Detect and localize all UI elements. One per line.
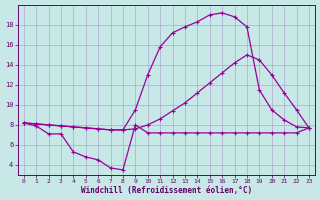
X-axis label: Windchill (Refroidissement éolien,°C): Windchill (Refroidissement éolien,°C): [81, 186, 252, 195]
